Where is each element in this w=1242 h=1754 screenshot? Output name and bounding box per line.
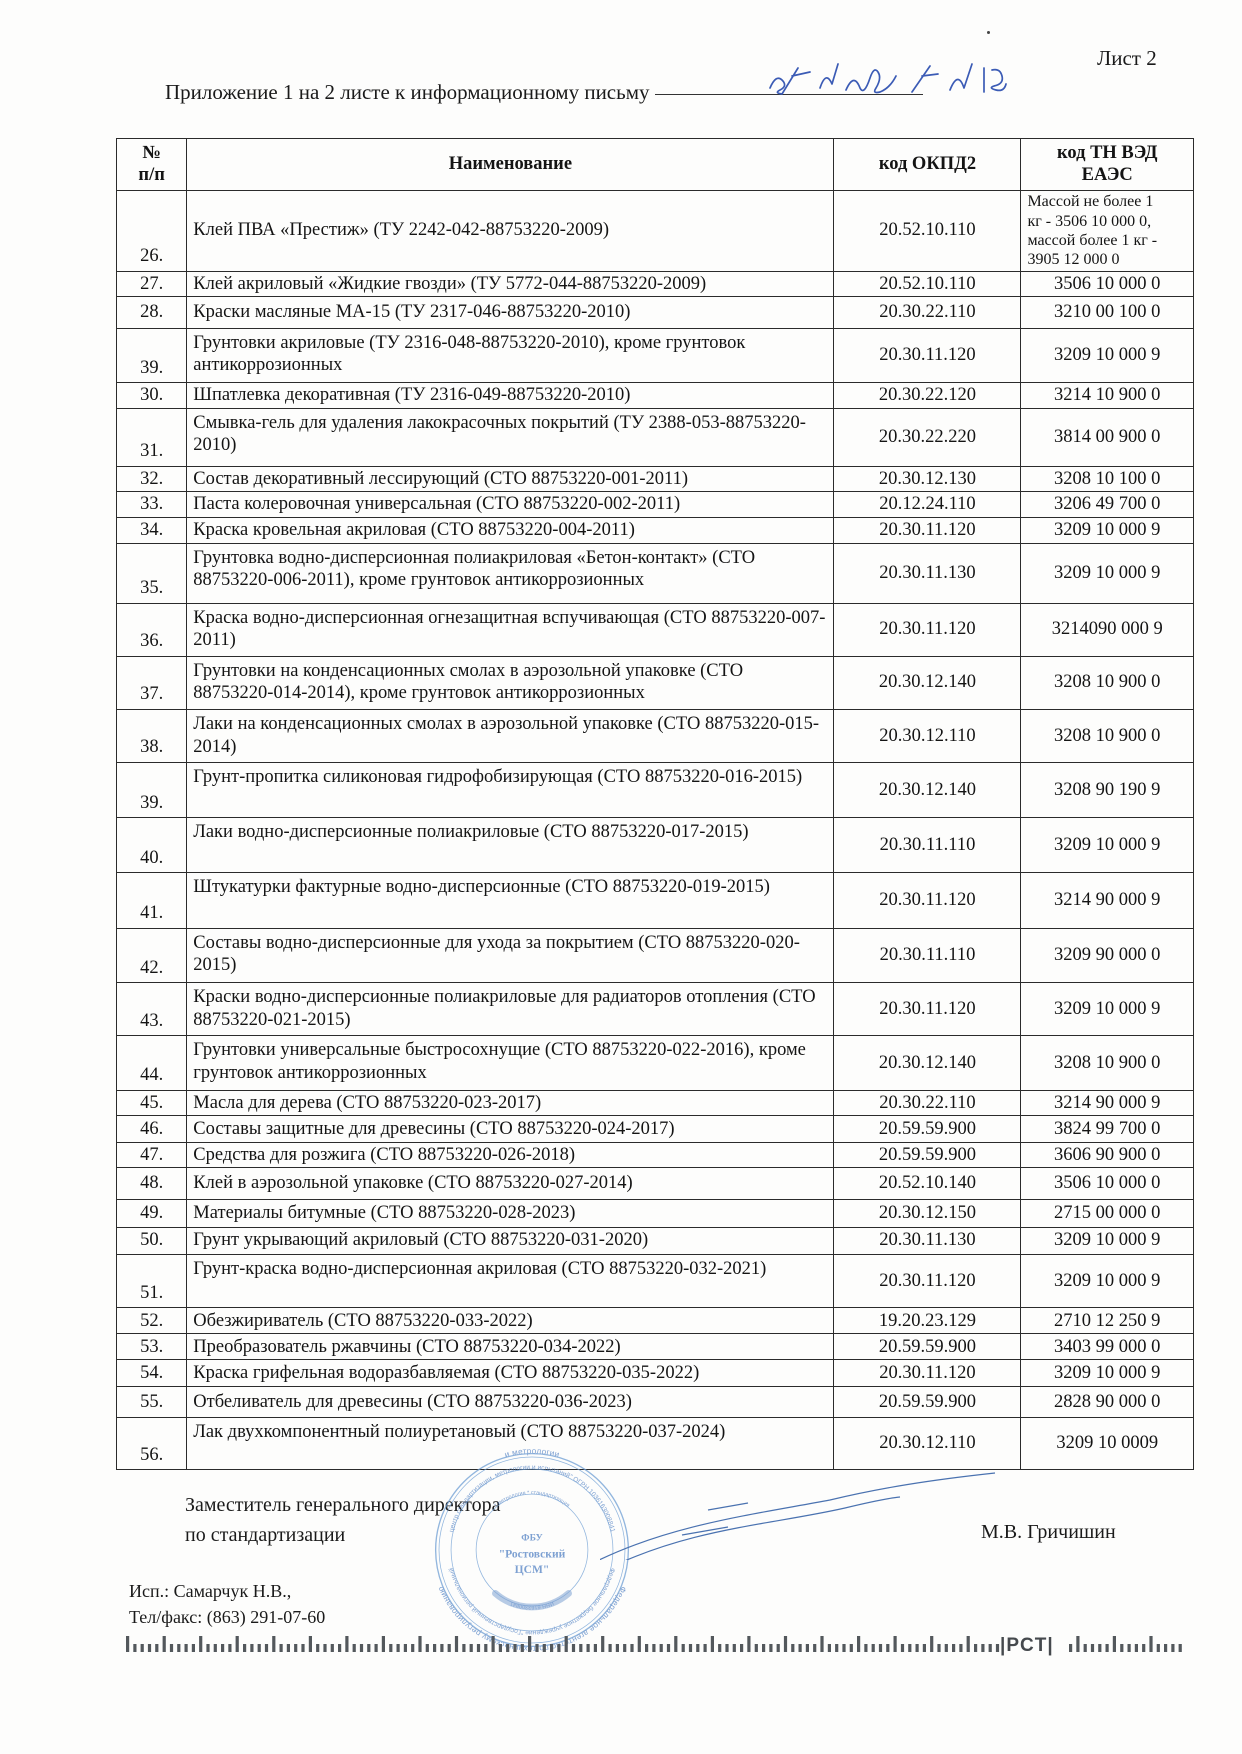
svg-text:|PCT|: |PCT| (1000, 1635, 1054, 1656)
